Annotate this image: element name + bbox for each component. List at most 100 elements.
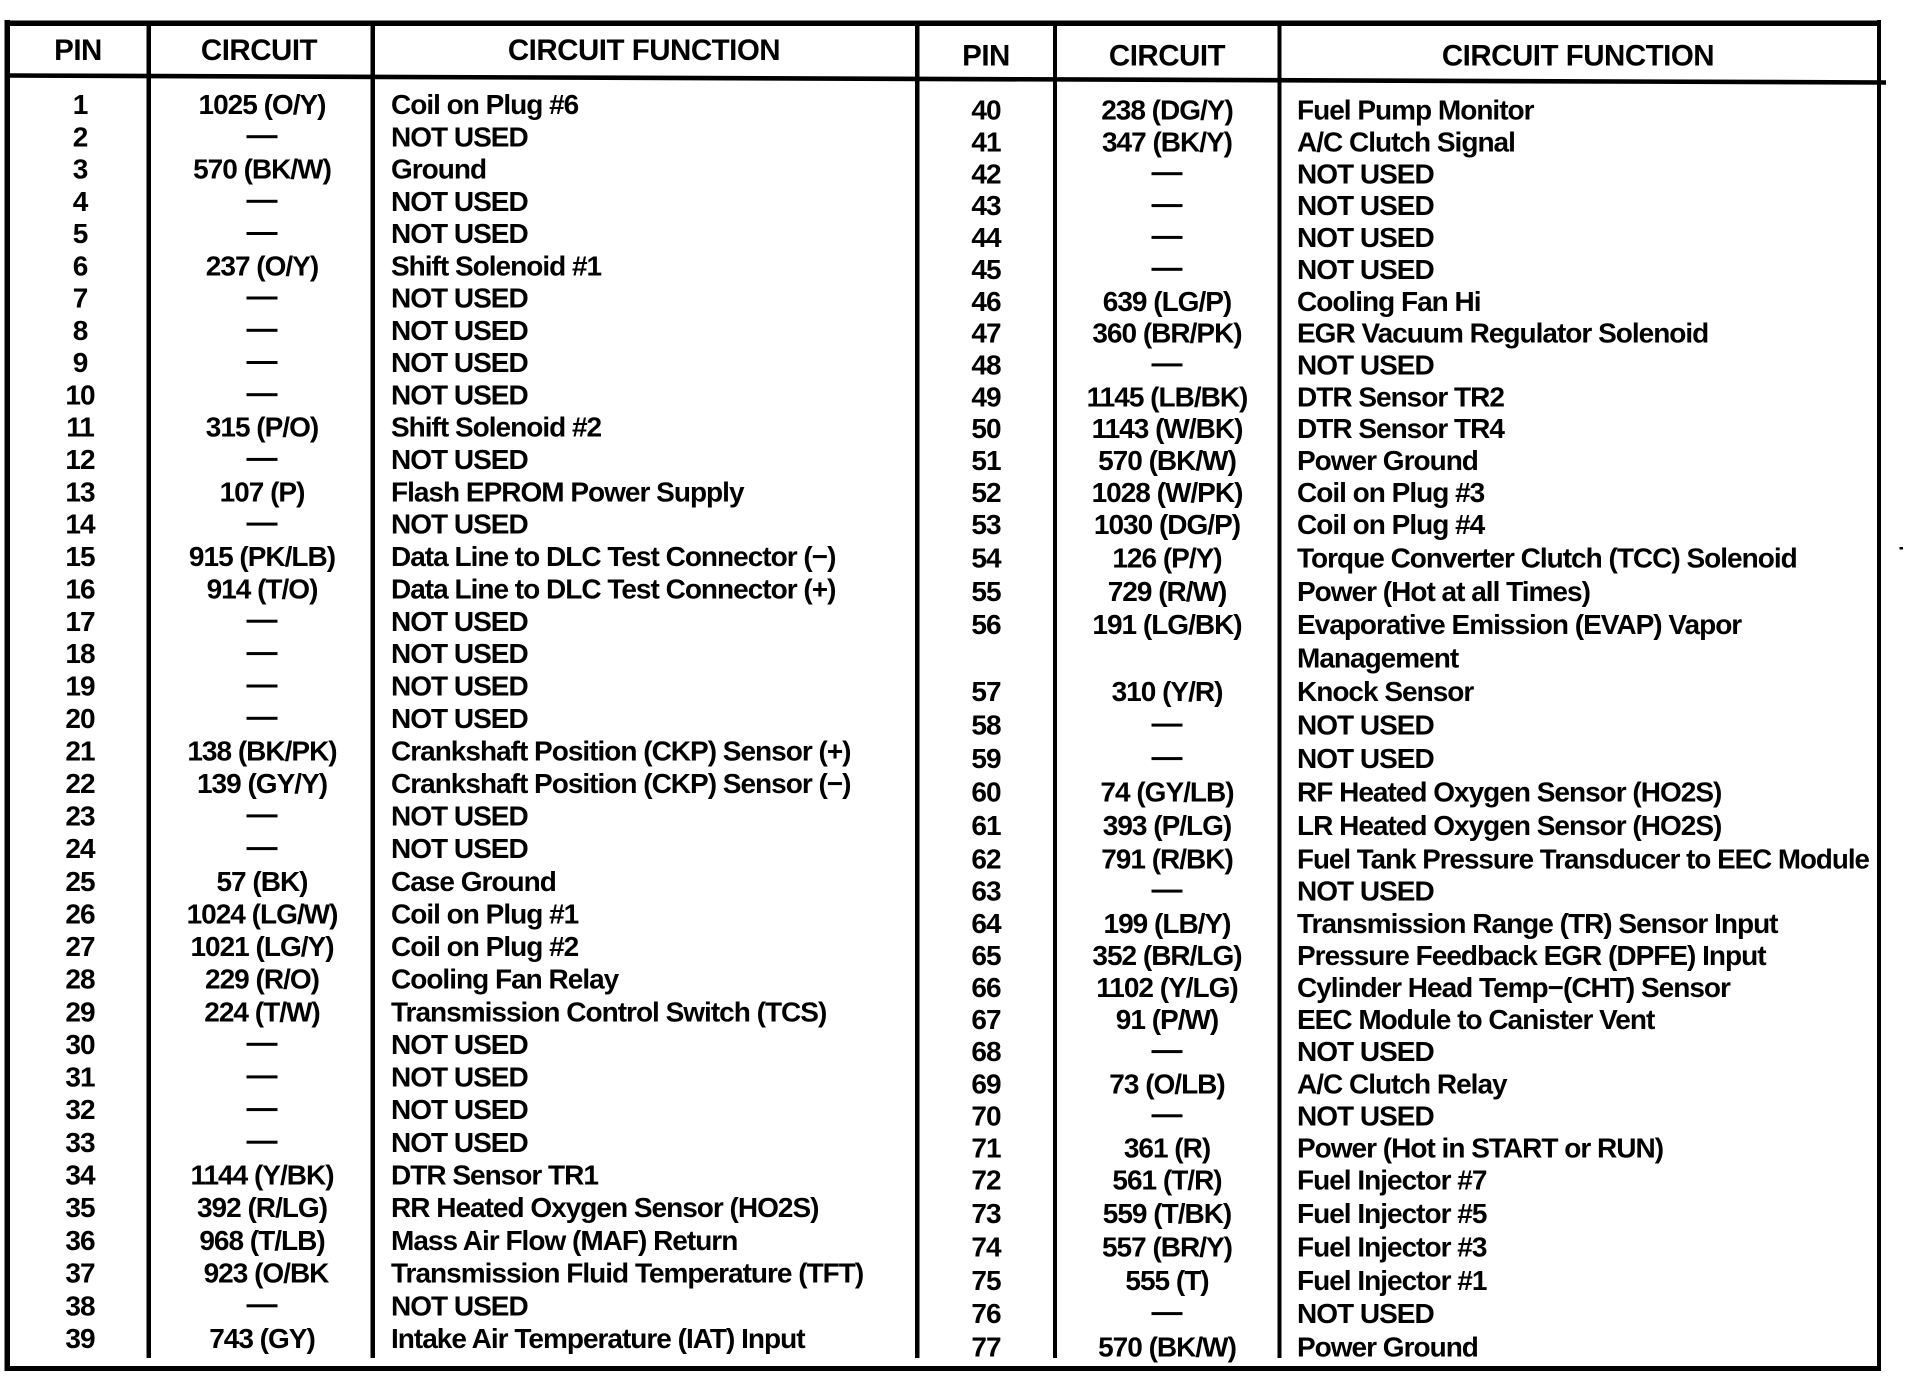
- svg-text:75: 75: [971, 1265, 1001, 1296]
- svg-text:26: 26: [65, 898, 95, 929]
- svg-text:41: 41: [971, 127, 1001, 158]
- svg-text:RF Heated Oxygen Sensor (HO2S): RF Heated Oxygen Sensor (HO2S): [1297, 777, 1721, 808]
- svg-text:74 (GY/LB): 74 (GY/LB): [1100, 777, 1233, 808]
- svg-text:557 (BR/Y): 557 (BR/Y): [1102, 1231, 1232, 1262]
- svg-text:Crankshaft Position (CKP) Sens: Crankshaft Position (CKP) Sensor (+): [391, 735, 851, 766]
- svg-text:16: 16: [65, 574, 95, 605]
- svg-text:570 (BK/W): 570 (BK/W): [1098, 1332, 1236, 1363]
- svg-text:46: 46: [971, 286, 1001, 317]
- svg-text:7: 7: [73, 283, 88, 314]
- svg-text:11: 11: [66, 412, 94, 443]
- svg-text:743 (GY): 743 (GY): [209, 1323, 315, 1354]
- svg-text:Knock Sensor: Knock Sensor: [1297, 676, 1474, 707]
- svg-text:39: 39: [65, 1323, 95, 1354]
- svg-text:1028 (W/PK): 1028 (W/PK): [1092, 477, 1243, 508]
- svg-text:Coil on Plug #3: Coil on Plug #3: [1297, 477, 1485, 508]
- svg-text:729 (R/W): 729 (R/W): [1108, 576, 1227, 607]
- svg-text:66: 66: [971, 972, 1001, 1003]
- svg-text:923 (O/BK: 923 (O/BK: [204, 1258, 330, 1289]
- svg-text:126 (P/Y): 126 (P/Y): [1112, 542, 1221, 573]
- svg-text:PIN: PIN: [54, 34, 102, 67]
- svg-text:74: 74: [971, 1231, 1002, 1262]
- svg-text:Cooling Fan Hi: Cooling Fan Hi: [1297, 286, 1481, 317]
- svg-text:NOT USED: NOT USED: [1297, 1298, 1434, 1329]
- svg-text:229 (R/O): 229 (R/O): [205, 964, 319, 995]
- svg-text:13: 13: [65, 476, 95, 507]
- svg-text:559 (T/BK): 559 (T/BK): [1103, 1198, 1231, 1229]
- svg-text:Fuel Injector #5: Fuel Injector #5: [1297, 1198, 1487, 1229]
- svg-text:NOT USED: NOT USED: [1297, 222, 1434, 253]
- svg-text:45: 45: [971, 254, 1001, 285]
- svg-text:EGR Vacuum Regulator Solenoid: EGR Vacuum Regulator Solenoid: [1297, 318, 1708, 349]
- svg-text:Shift Solenoid #1: Shift Solenoid #1: [391, 250, 602, 281]
- svg-text:52: 52: [971, 477, 1001, 508]
- svg-text:Fuel Injector #3: Fuel Injector #3: [1297, 1231, 1487, 1262]
- svg-text:Fuel Pump Monitor: Fuel Pump Monitor: [1297, 95, 1535, 126]
- svg-text:NOT USED: NOT USED: [391, 638, 528, 669]
- svg-text:22: 22: [65, 768, 95, 799]
- svg-text:8: 8: [73, 315, 88, 346]
- svg-text:2: 2: [73, 121, 88, 152]
- svg-text:23: 23: [65, 801, 95, 832]
- svg-text:224 (T/W): 224 (T/W): [204, 996, 319, 1027]
- svg-text:42: 42: [971, 158, 1001, 189]
- svg-text:Case Ground: Case Ground: [391, 866, 556, 897]
- svg-text:361 (R): 361 (R): [1124, 1133, 1210, 1164]
- svg-text:71: 71: [971, 1133, 1001, 1164]
- svg-text:32: 32: [65, 1094, 95, 1125]
- svg-text:NOT USED: NOT USED: [391, 509, 528, 540]
- svg-text:NOT USED: NOT USED: [1297, 1100, 1434, 1131]
- svg-text:Intake Air Temperature (IAT) I: Intake Air Temperature (IAT) Input: [391, 1323, 805, 1354]
- svg-text:NOT USED: NOT USED: [391, 801, 528, 832]
- svg-text:NOT USED: NOT USED: [391, 315, 528, 346]
- svg-text:Fuel Tank Pressure Transducer: Fuel Tank Pressure Transducer to EEC Mod…: [1297, 844, 1869, 875]
- svg-text:915 (PK/LB): 915 (PK/LB): [189, 541, 335, 572]
- svg-text:NOT USED: NOT USED: [391, 606, 528, 637]
- svg-text:40: 40: [971, 95, 1001, 126]
- svg-text:1: 1: [73, 89, 88, 120]
- svg-text:65: 65: [971, 940, 1001, 971]
- svg-text:EEC Module to Canister Vent: EEC Module to Canister Vent: [1297, 1004, 1655, 1035]
- svg-text:60: 60: [971, 777, 1001, 808]
- svg-text:Pressure Feedback EGR (DPFE) I: Pressure Feedback EGR (DPFE) Input: [1297, 940, 1766, 971]
- svg-text:NOT USED: NOT USED: [391, 1094, 528, 1125]
- svg-text:Data Line to DLC Test Connecto: Data Line to DLC Test Connector (−): [391, 541, 835, 572]
- svg-text:NOT USED: NOT USED: [391, 1127, 528, 1158]
- svg-text:1024 (LG/W): 1024 (LG/W): [187, 898, 338, 929]
- svg-text:1030 (DG/P): 1030 (DG/P): [1094, 509, 1240, 540]
- svg-text:72: 72: [971, 1165, 1001, 1196]
- svg-text:1021 (LG/Y): 1021 (LG/Y): [190, 931, 333, 962]
- svg-text:392 (R/LG): 392 (R/LG): [197, 1192, 327, 1223]
- svg-text:49: 49: [971, 381, 1001, 412]
- svg-text:138 (BK/PK): 138 (BK/PK): [187, 735, 336, 766]
- svg-text:91 (P/W): 91 (P/W): [1116, 1004, 1218, 1035]
- svg-text:12: 12: [65, 444, 95, 475]
- svg-text:Fuel Injector #7: Fuel Injector #7: [1297, 1165, 1487, 1196]
- svg-text:191 (LG/BK): 191 (LG/BK): [1092, 609, 1241, 640]
- svg-text:NOT USED: NOT USED: [1297, 710, 1434, 741]
- svg-text:61: 61: [971, 810, 1001, 841]
- svg-text:28: 28: [65, 964, 95, 995]
- svg-text:17: 17: [65, 606, 95, 637]
- svg-text:38: 38: [65, 1290, 95, 1321]
- svg-text:NOT USED: NOT USED: [391, 1062, 528, 1093]
- svg-text:NOT USED: NOT USED: [1297, 876, 1434, 907]
- svg-text:6: 6: [73, 250, 88, 281]
- svg-text:Coil on Plug #6: Coil on Plug #6: [391, 89, 579, 120]
- svg-text:14: 14: [65, 509, 96, 540]
- svg-text:4: 4: [73, 186, 89, 217]
- svg-text:791 (R/BK): 791 (R/BK): [1101, 844, 1233, 875]
- svg-text:5: 5: [73, 218, 88, 249]
- svg-text:73 (O/LB): 73 (O/LB): [1109, 1068, 1224, 1099]
- svg-text:NOT USED: NOT USED: [391, 283, 528, 314]
- svg-text:43: 43: [971, 190, 1001, 221]
- svg-text:Torque Converter Clutch (TCC): Torque Converter Clutch (TCC) Solenoid: [1297, 542, 1797, 573]
- svg-text:Ground: Ground: [391, 154, 486, 185]
- svg-text:NOT USED: NOT USED: [391, 833, 528, 864]
- svg-text:NOT USED: NOT USED: [391, 1029, 528, 1060]
- svg-text:107 (P): 107 (P): [220, 476, 305, 507]
- svg-text:Evaporative Emission (EVAP) Va: Evaporative Emission (EVAP) Vapor: [1297, 609, 1742, 640]
- svg-text:24: 24: [65, 833, 96, 864]
- svg-text:31: 31: [65, 1062, 95, 1093]
- svg-text:NOT USED: NOT USED: [1297, 743, 1434, 774]
